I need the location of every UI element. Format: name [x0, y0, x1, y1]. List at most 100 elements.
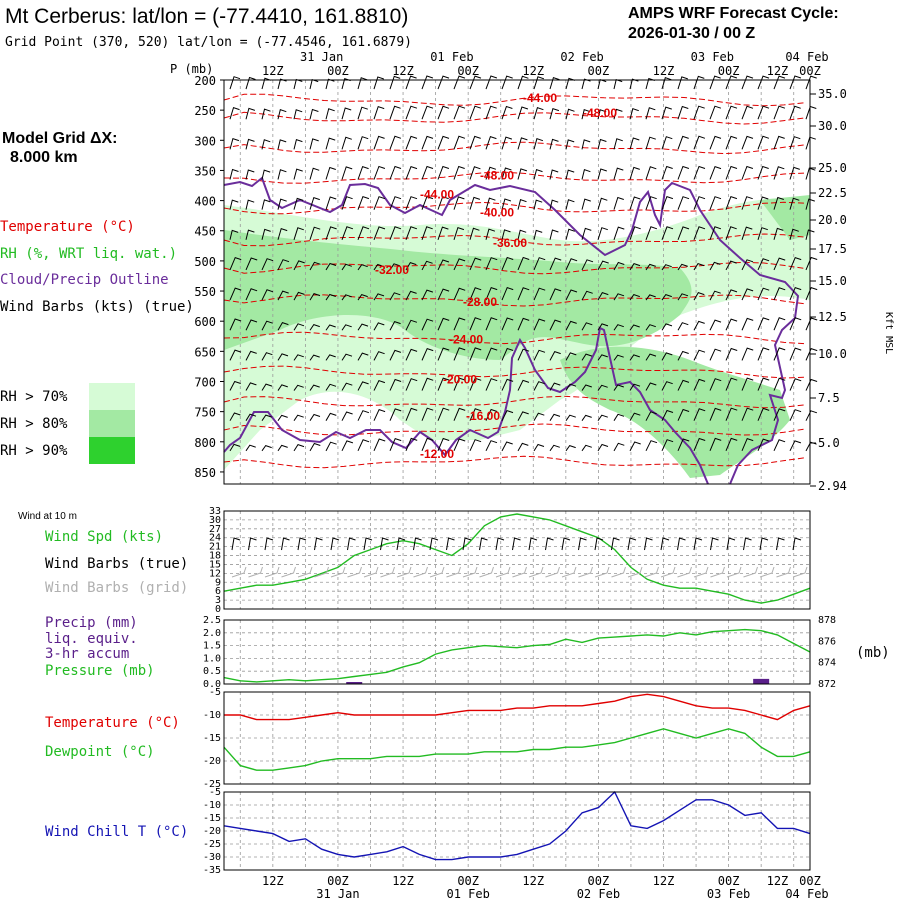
legend-rh70-label: RH > 70%: [0, 389, 68, 405]
upper-wind-barb: [389, 408, 402, 421]
temperature-contour: [223, 261, 805, 275]
grid-wind-barb: [495, 566, 511, 578]
temperature-line: [224, 693, 811, 721]
upper-wind-barb: [245, 76, 256, 90]
upper-wind-barb: [501, 167, 512, 180]
upper-wind-barb: [485, 286, 498, 301]
bottom-date-label: 31 Jan: [316, 887, 359, 900]
upper-wind-barb: [773, 135, 785, 150]
grid-wind-barb: [776, 566, 791, 578]
upper-wind-barb: [437, 259, 450, 271]
upper-wind-barb: [549, 199, 559, 210]
upper-wind-barb: [517, 199, 527, 210]
upper-wind-barb: [645, 411, 657, 421]
upper-wind-barb: [229, 76, 241, 90]
upper-wind-barb: [805, 410, 818, 421]
height-tick-label: 20.0: [818, 213, 847, 227]
upper-wind-barb: [229, 137, 240, 150]
top-hour-label: 12Z: [653, 64, 675, 78]
upper-wind-barb: [597, 260, 609, 271]
height-tick-label: 15.0: [818, 274, 847, 288]
upper-wind-barb: [389, 437, 402, 452]
upper-wind-barb: [757, 317, 770, 331]
upper-wind-barb: [709, 261, 721, 271]
upper-wind-barb: [677, 438, 690, 452]
upper-wind-barb: [789, 286, 802, 301]
upper-wind-barb: [437, 288, 450, 301]
upper-wind-barb: [485, 257, 498, 271]
surface-wind-barb: [462, 537, 472, 551]
upper-wind-barbs: [229, 75, 818, 452]
bottom-hour-label: 12Z: [767, 874, 789, 888]
upper-wind-barb: [277, 259, 290, 271]
upper-wind-barb: [757, 135, 770, 150]
upper-wind-barb: [725, 105, 738, 120]
surface-wind-barb: [231, 537, 241, 551]
precip-pressure-panel: 2.5 2.0 1.51.0 0.5 0.0 878 876 874 872: [203, 615, 836, 690]
bottom-hour-label: 00Z: [588, 874, 610, 888]
legend-rh90-swatch: [89, 437, 135, 464]
upper-wind-barb: [309, 442, 321, 452]
upper-wind-barb: [613, 384, 624, 391]
upper-wind-barb: [277, 169, 287, 180]
surface-wind-barb: [429, 537, 439, 551]
upper-wind-barb: [581, 384, 592, 391]
upper-wind-barb: [773, 105, 786, 120]
upper-wind-barb: [421, 377, 434, 391]
upper-wind-barb: [437, 377, 450, 391]
upper-wind-barb: [485, 197, 496, 210]
upper-wind-barb: [325, 166, 336, 180]
upper-wind-barb: [741, 317, 754, 331]
top-date-label: 03 Feb: [691, 50, 734, 64]
model-grid-value: 8.000 km: [10, 149, 78, 166]
upper-wind-barb: [293, 291, 305, 301]
upper-wind-barb: [549, 107, 560, 120]
upper-wind-barb: [373, 438, 386, 452]
legend-wind-chill: Wind Chill T (°C): [45, 824, 188, 840]
upper-wind-barb: [645, 263, 656, 271]
panel-background: [224, 511, 810, 609]
top-hour-label: 00Z: [588, 64, 610, 78]
grid-wind-barb: [429, 566, 445, 578]
upper-wind-barb: [309, 413, 321, 421]
upper-wind-barb: [485, 135, 497, 150]
upper-wind-barb: [693, 226, 706, 240]
upper-wind-barb: [293, 414, 304, 421]
upper-wind-barb: [325, 108, 335, 120]
temperature-contour: [223, 171, 805, 184]
upper-wind-barb: [773, 347, 786, 361]
upper-wind-barb: [469, 377, 482, 391]
surface-wind-barb: [561, 537, 571, 551]
upper-wind-barb: [693, 263, 705, 271]
upper-wind-barb: [421, 289, 434, 301]
upper-wind-barb: [277, 414, 288, 421]
surface-wind-barb: [545, 537, 554, 551]
upper-wind-barb: [517, 75, 529, 90]
upper-wind-barb: [677, 165, 690, 180]
top-hour-label: 12Z: [392, 64, 414, 78]
upper-wind-barb: [453, 347, 466, 361]
upper-wind-barb: [549, 257, 562, 271]
upper-wind-barb: [709, 165, 722, 180]
upper-wind-barb: [229, 256, 242, 271]
upper-wind-barb: [805, 167, 816, 180]
panel-y-tick-label: -30: [203, 852, 221, 863]
upper-wind-barb: [549, 350, 561, 361]
panel-y-tick-label: -10: [203, 710, 221, 721]
upper-wind-barb: [661, 294, 672, 301]
upper-wind-barb: [421, 226, 433, 240]
upper-wind-barb: [517, 348, 530, 361]
upper-wind-barb: [757, 227, 768, 240]
upper-wind-barb: [805, 347, 818, 361]
grid-wind-barb: [446, 566, 461, 578]
temperature-contour: [223, 395, 805, 409]
upper-wind-barb: [789, 440, 802, 452]
upper-wind-barb: [741, 135, 754, 150]
upper-wind-barb: [373, 76, 384, 90]
upper-wind-barb: [645, 196, 657, 210]
precip-tick-label: 1.0: [203, 653, 221, 664]
upper-wind-barb: [437, 437, 450, 452]
upper-wind-barb: [405, 261, 417, 271]
grid-wind-barb: [281, 566, 296, 578]
